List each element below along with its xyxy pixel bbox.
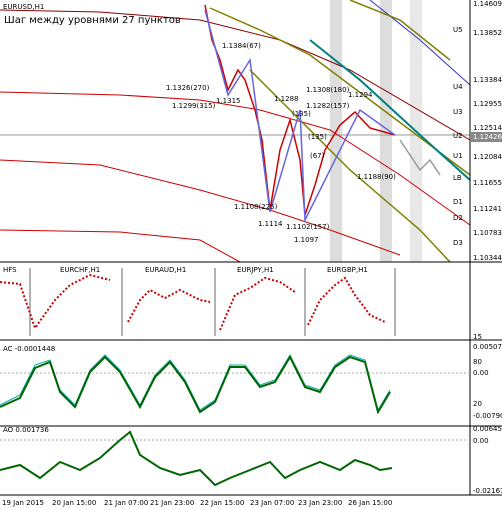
current-price: 1.12426 <box>473 133 502 141</box>
price-label: 1.11241 <box>473 205 502 213</box>
symbol: EURUSD,H1 <box>3 3 44 11</box>
price-series <box>204 4 396 216</box>
level-label: LB <box>453 174 462 182</box>
annotation: 1.1108(225) <box>234 203 278 211</box>
time-label: 19 Jan 2015 <box>2 499 44 507</box>
ac-panel: AC -0.0001448 0.005074 80 0.00 20 -0.007… <box>0 340 502 427</box>
zigzag <box>204 9 396 223</box>
annotation: 1.1294 <box>348 91 373 99</box>
annotation: 1.1384(67) <box>222 42 261 50</box>
ma-line <box>209 7 471 176</box>
ao-line <box>0 430 393 487</box>
panel-title: HFS <box>3 266 17 274</box>
annotation: 1.1308(180) <box>306 86 350 94</box>
band-line <box>369 0 471 86</box>
annotation: (135) <box>292 110 311 118</box>
signal-line <box>0 354 391 415</box>
axis-label: 80 <box>473 358 482 366</box>
channel-line <box>0 9 471 141</box>
level-label: D2 <box>453 214 463 222</box>
symbol-label: EURJPY,H1 <box>237 266 274 274</box>
hfs-panel: HFS EURCHF,H1 EURAUD,H1 EURJPY,H1 EURGBP… <box>0 262 502 341</box>
ma-line <box>309 39 471 181</box>
time-axis: 19 Jan 2015 20 Jan 15:00 21 Jan 07:00 21… <box>2 499 392 507</box>
level-label: U1 <box>453 152 463 160</box>
main-chart: EURUSD,H1 Шаг между уровнями 27 пунктов … <box>0 0 502 263</box>
annotation: 1.1282(157) <box>306 102 350 110</box>
level-label: D1 <box>453 198 463 206</box>
price-label: 1.13384 <box>473 76 502 84</box>
price-label: 1.12514 <box>473 124 502 132</box>
axis-label: 0.00 <box>473 369 489 377</box>
time-label: 21 Jan 07:00 <box>104 499 148 507</box>
hfs-series <box>0 273 111 331</box>
level-label: U4 <box>453 83 463 91</box>
channel-line <box>0 229 241 263</box>
time-label: 21 Jan 23:00 <box>150 499 194 507</box>
panel-title: AO 0.001736 <box>3 426 49 434</box>
hfs-series <box>127 288 211 323</box>
time-label: 23 Jan 07:00 <box>250 499 294 507</box>
annotation: 1.1326(270) <box>166 84 210 92</box>
axis-label: -0.007900 <box>473 412 502 420</box>
time-label: 22 Jan 15:00 <box>200 499 244 507</box>
ma-line <box>249 69 451 263</box>
price-label: 1.13852 <box>473 29 502 37</box>
time-label: 23 Jan 23:00 <box>298 499 342 507</box>
time-label: 26 Jan 15:00 <box>348 499 392 507</box>
level-label: U2 <box>453 132 463 140</box>
panel-title: AC -0.0001448 <box>3 345 55 353</box>
annotation: 1.1299(315) <box>172 102 216 110</box>
annotation: 1.1315 <box>216 97 241 105</box>
axis-label: 0.005074 <box>473 343 502 351</box>
price-label: 1.12084 <box>473 153 502 161</box>
annotation: (67) <box>310 152 325 160</box>
level-label: D3 <box>453 239 463 247</box>
hfs-series <box>307 276 386 326</box>
symbol-label: EURCHF,H1 <box>60 266 100 274</box>
symbol-label: EURAUD,H1 <box>145 266 186 274</box>
axis-label: 0.00 <box>473 437 489 445</box>
annotation: 1.1188(90) <box>357 173 396 181</box>
annotation: 1.1102(157) <box>286 223 330 231</box>
price-label: 1.11655 <box>473 179 502 187</box>
channel-line <box>0 91 471 226</box>
symbol-label: EURGBP,H1 <box>327 266 368 274</box>
session-band <box>380 0 392 262</box>
annotation: 1.1097 <box>294 236 319 244</box>
axis-label: -0.021670 <box>473 487 502 495</box>
price-label: 1.10783 <box>473 229 502 237</box>
level-label: U5 <box>453 26 463 34</box>
current-price-box <box>470 132 502 142</box>
axis-label: 0.006458 <box>473 425 502 433</box>
forecast <box>399 139 441 176</box>
time-label: 20 Jan 15:00 <box>52 499 96 507</box>
annotation: 1.1288 <box>274 95 299 103</box>
annotation: 1.1114 <box>258 220 283 228</box>
annotation: (135) <box>308 133 327 141</box>
level-label: U3 <box>453 108 463 116</box>
axis-label: 15 <box>473 333 482 341</box>
ao-panel: AO 0.001736 0.006458 0.00 -0.021670 <box>0 425 502 496</box>
channel-line <box>0 159 401 256</box>
price-label: 1.10344 <box>473 254 502 262</box>
price-label: 1.12955 <box>473 100 502 108</box>
ma-line <box>349 0 451 61</box>
axis-label: 20 <box>473 400 482 408</box>
price-label: 1.14609 <box>473 0 502 8</box>
note: Шаг между уровнями 27 пунктов <box>4 15 181 26</box>
